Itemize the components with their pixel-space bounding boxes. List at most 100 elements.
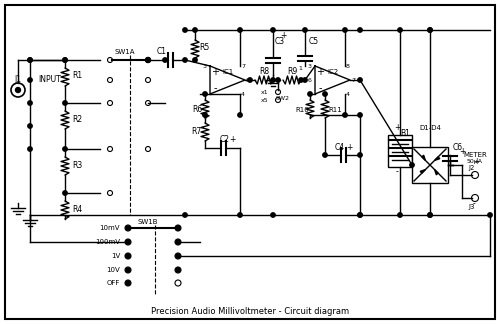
Circle shape xyxy=(126,240,130,244)
Circle shape xyxy=(163,58,167,62)
Circle shape xyxy=(358,213,362,217)
Text: R9: R9 xyxy=(287,67,297,76)
Circle shape xyxy=(28,78,32,82)
Text: R6: R6 xyxy=(192,106,202,114)
Circle shape xyxy=(358,153,362,157)
Circle shape xyxy=(146,57,150,63)
Circle shape xyxy=(323,153,327,157)
Text: OFF: OFF xyxy=(106,280,120,286)
Text: 2: 2 xyxy=(203,91,207,97)
Text: R3: R3 xyxy=(72,160,82,169)
Text: METER: METER xyxy=(463,152,487,158)
Text: C1: C1 xyxy=(157,48,167,56)
Text: IC1: IC1 xyxy=(222,69,234,75)
Text: 1V: 1V xyxy=(111,253,120,259)
Text: Precision Audio Millivoltmeter - Circuit diagram: Precision Audio Millivoltmeter - Circuit… xyxy=(151,307,349,317)
Text: 4: 4 xyxy=(346,91,350,97)
Circle shape xyxy=(28,58,32,62)
Text: 2: 2 xyxy=(308,91,312,97)
Circle shape xyxy=(193,28,197,32)
Circle shape xyxy=(28,124,32,128)
Circle shape xyxy=(238,213,242,217)
Text: 6: 6 xyxy=(246,77,250,83)
Circle shape xyxy=(398,213,402,217)
Circle shape xyxy=(28,147,32,151)
Polygon shape xyxy=(422,155,426,160)
Circle shape xyxy=(16,87,20,92)
Circle shape xyxy=(28,58,32,62)
Circle shape xyxy=(63,58,67,62)
Text: -: - xyxy=(318,83,322,93)
Text: J3: J3 xyxy=(469,204,475,210)
Text: SW2: SW2 xyxy=(276,96,290,100)
Text: R7: R7 xyxy=(191,128,201,136)
Circle shape xyxy=(428,28,432,32)
Circle shape xyxy=(343,113,347,117)
Text: C6: C6 xyxy=(453,144,463,153)
Circle shape xyxy=(271,78,275,82)
Circle shape xyxy=(183,28,187,32)
Circle shape xyxy=(358,213,362,217)
Polygon shape xyxy=(434,157,440,160)
Text: 4: 4 xyxy=(241,91,245,97)
Bar xyxy=(388,135,412,167)
Circle shape xyxy=(323,92,327,96)
Circle shape xyxy=(358,28,362,32)
Text: x1: x1 xyxy=(260,89,268,95)
Polygon shape xyxy=(434,169,438,175)
Text: B1: B1 xyxy=(400,129,410,137)
Text: 7: 7 xyxy=(241,64,245,68)
Text: +: + xyxy=(211,67,219,77)
Text: R8: R8 xyxy=(259,67,269,76)
Text: D1-D4: D1-D4 xyxy=(419,125,441,131)
Text: R5: R5 xyxy=(199,43,209,52)
Text: 10V: 10V xyxy=(106,267,120,273)
Text: SW1B: SW1B xyxy=(138,219,158,225)
Circle shape xyxy=(358,78,362,82)
Text: SW1A: SW1A xyxy=(115,49,135,55)
Circle shape xyxy=(428,213,432,217)
Circle shape xyxy=(271,28,275,32)
Text: 3: 3 xyxy=(203,64,207,68)
Text: R10: R10 xyxy=(295,107,309,113)
Circle shape xyxy=(203,92,207,96)
Text: 6: 6 xyxy=(308,77,312,83)
Text: +: + xyxy=(229,135,235,145)
Text: C2: C2 xyxy=(220,135,230,145)
Circle shape xyxy=(343,28,347,32)
Polygon shape xyxy=(420,169,426,173)
Circle shape xyxy=(63,58,67,62)
Text: -: - xyxy=(213,83,217,93)
Circle shape xyxy=(176,226,180,230)
Text: J1: J1 xyxy=(14,75,21,85)
Text: 8: 8 xyxy=(346,64,350,68)
Text: INPUT: INPUT xyxy=(38,75,61,85)
Circle shape xyxy=(428,28,432,32)
Circle shape xyxy=(398,28,402,32)
Text: x5: x5 xyxy=(260,98,268,102)
Text: 100mV: 100mV xyxy=(95,239,120,245)
Circle shape xyxy=(248,78,252,82)
Circle shape xyxy=(176,240,180,244)
Circle shape xyxy=(276,78,280,82)
Text: +: + xyxy=(473,157,480,167)
Text: 3: 3 xyxy=(308,64,312,68)
Circle shape xyxy=(126,226,130,230)
Text: C4: C4 xyxy=(335,143,345,152)
Circle shape xyxy=(299,78,303,82)
Circle shape xyxy=(410,163,414,167)
Circle shape xyxy=(308,92,312,96)
Circle shape xyxy=(183,58,187,62)
Circle shape xyxy=(63,101,67,105)
Circle shape xyxy=(238,28,242,32)
Circle shape xyxy=(28,101,32,105)
Circle shape xyxy=(303,28,307,32)
Circle shape xyxy=(488,213,492,217)
Circle shape xyxy=(126,281,130,285)
Text: -: - xyxy=(473,200,476,209)
Text: +: + xyxy=(316,67,324,77)
Text: R2: R2 xyxy=(72,115,82,124)
Circle shape xyxy=(183,213,187,217)
Circle shape xyxy=(193,58,197,62)
Circle shape xyxy=(126,254,130,258)
